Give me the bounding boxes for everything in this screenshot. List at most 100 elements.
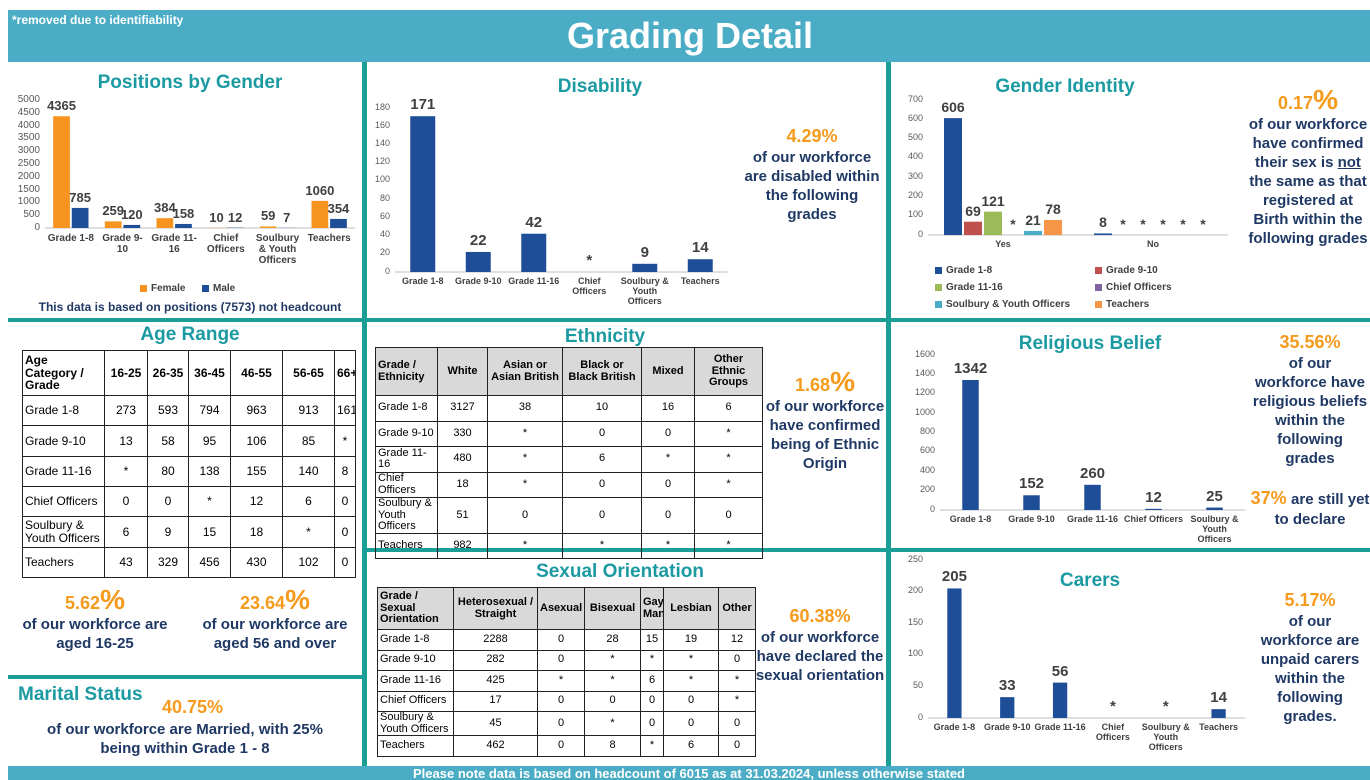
y-tick-label: 100	[907, 209, 923, 220]
callout-figure: 60.38%	[753, 604, 888, 628]
table-cell: Grade 11-16	[377, 670, 454, 692]
table-row: Grade 11-16 480 * 6 * *	[375, 446, 763, 473]
callout-figure: 23.64%	[200, 586, 350, 615]
table-cell: 102	[282, 546, 335, 578]
data-label: 69	[965, 202, 981, 219]
table-cell: 43	[104, 546, 148, 578]
table-cell: 95	[188, 425, 231, 457]
x-tick-label: Grade 9-10	[102, 233, 143, 255]
header-cell: Age Category / Grade	[22, 350, 105, 396]
table-cell: 13	[104, 425, 148, 457]
callout-text: of our workforce are aged 16-25	[22, 616, 168, 652]
data-label: 21	[1025, 211, 1041, 228]
table-cell: *	[694, 532, 763, 560]
data-label: 22	[469, 231, 487, 249]
data-label: 1342	[953, 359, 988, 377]
table-cell: *	[584, 670, 641, 692]
bar	[1094, 233, 1112, 235]
header-cell: Bisexual	[584, 587, 641, 630]
table-cell: 16	[641, 395, 695, 422]
table-cell: 0	[694, 497, 763, 534]
data-label: 56	[1051, 662, 1069, 680]
table-cell: *	[718, 690, 756, 712]
table-header-row: Grade / Ethnicity White Asian or Asian Bri…	[375, 347, 763, 396]
table-cell: 9	[147, 516, 189, 548]
bar	[410, 116, 436, 272]
data-table: Grade / Sexual Orientation Heterosexual /…	[377, 587, 756, 757]
table-cell: *	[640, 649, 664, 671]
y-tick-label: 0	[917, 228, 923, 239]
x-tick-label: Chief Officers	[206, 233, 245, 255]
panel-title: Age Range	[140, 324, 240, 345]
data-label: 4365	[47, 98, 76, 114]
table-cell: Grade 9-10	[375, 420, 438, 447]
table-cell: 8	[584, 735, 641, 757]
data-label: 59	[260, 208, 276, 224]
y-tick-label: 200	[907, 585, 923, 596]
table-cell: 0	[640, 710, 664, 737]
bar	[1206, 507, 1223, 510]
table-cell: 330	[437, 420, 488, 447]
legend-item: Chief Officers	[1095, 279, 1255, 296]
table-cell: Soulbury & Youth Officers	[22, 516, 105, 548]
bar	[1023, 495, 1040, 510]
table-cell: 0	[562, 420, 642, 447]
table-cell: 963	[230, 394, 283, 427]
table-cell: 0	[718, 710, 756, 737]
y-tick-label: 3000	[17, 145, 40, 157]
bar	[1052, 682, 1068, 718]
callout-figure: 1.68%	[763, 368, 888, 397]
table-cell: 15	[188, 516, 231, 548]
bar	[104, 221, 122, 228]
bar	[156, 218, 174, 228]
panel-title: Carers	[1059, 570, 1121, 591]
y-tick-label: 1000	[17, 196, 40, 208]
table-cell: 0	[663, 710, 719, 737]
callout: 35.56% of our workforce have religious be…	[1251, 330, 1369, 468]
table-row: Grade 1-8 3127 38 10 16 6	[375, 395, 763, 422]
x-tick-label: Chief Officers	[572, 276, 607, 296]
table-cell: Grade 9-10	[22, 425, 105, 457]
legend-item: Grade 11-16	[935, 279, 1095, 296]
data-label: 7	[283, 209, 291, 225]
header-cell: Other	[718, 587, 756, 630]
table-row: Grade 11-16 425 * * 6 * *	[377, 670, 756, 692]
divider	[8, 675, 363, 679]
bar	[521, 233, 547, 272]
data-label: *	[1010, 216, 1016, 232]
table-row: Soulbury & Youth Officers 51 0 0 0 0	[375, 497, 763, 534]
table-row: Grade 9-10 330 * 0 0 *	[375, 420, 763, 447]
table-cell: 3127	[437, 395, 488, 422]
table-row: Grade 11-16 * 80 138 155 140 8	[22, 455, 356, 487]
header-cell: White	[437, 347, 488, 396]
callout-text-part: not	[1337, 154, 1361, 171]
callout-text: of our workforce have religious beliefs …	[1252, 355, 1368, 467]
table-row: Grade 1-8 273 593 794 963 913 161	[22, 394, 356, 427]
header-cell: Grade / Sexual Orientation	[377, 587, 454, 630]
table-cell: 45	[453, 710, 538, 737]
header-cell: 66+	[334, 350, 356, 396]
y-tick-label: 400	[907, 151, 923, 162]
bar	[984, 211, 1002, 235]
table-cell: 0	[663, 690, 719, 712]
data-label: *	[1109, 698, 1116, 715]
data-label: *	[1162, 698, 1169, 715]
divider	[891, 318, 1370, 322]
bar	[964, 221, 982, 235]
callout-text: of our workforce have confirmed their se…	[1247, 115, 1369, 248]
legend: Female Male	[140, 280, 280, 297]
callout-figure: 5.62%	[20, 586, 170, 615]
data-label: 42	[525, 213, 543, 231]
data-label: 1060	[305, 182, 335, 198]
table-cell: 462	[453, 735, 538, 757]
table-row: Grade 9-10 282 0 * * * 0	[377, 649, 756, 671]
table-cell: 138	[188, 455, 231, 487]
table-cell: 58	[147, 425, 189, 457]
y-tick-label: 1000	[914, 406, 935, 417]
callout-figure: 5.17%	[1251, 588, 1369, 612]
figure-number: 1.68	[795, 375, 831, 395]
callout-text: are still yet to declare	[1274, 491, 1370, 528]
table-row: Teachers 43 329 456 430 102 0	[22, 546, 356, 578]
table-row: Soulbury & Youth Officers 45 0 * 0 0 0	[377, 710, 756, 737]
panel-title: Sexual Orientation	[536, 561, 704, 582]
